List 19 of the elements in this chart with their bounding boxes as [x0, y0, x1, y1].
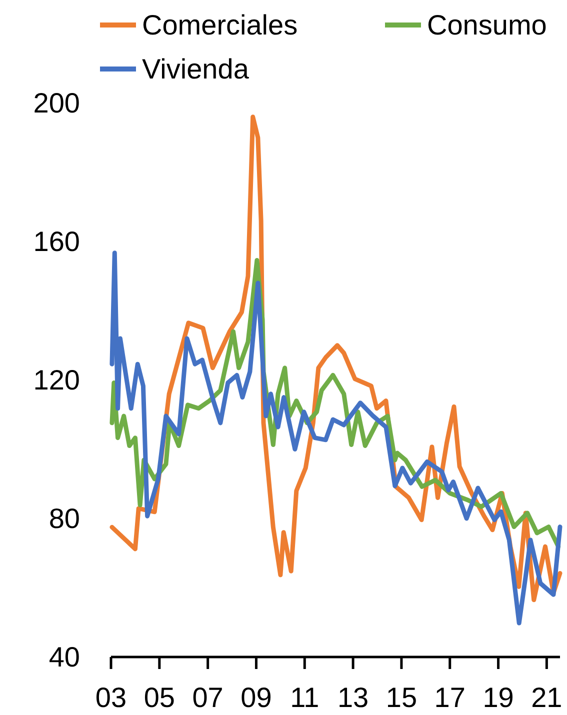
legend-label: Vivienda [142, 54, 250, 84]
line-series [110, 250, 562, 626]
x-tick-label: 11 [290, 682, 320, 713]
x-tick-label: 13 [337, 682, 369, 713]
y-tick-label: 160 [33, 226, 80, 257]
x-tick-label: 15 [386, 682, 418, 713]
x-tick-label: 19 [482, 682, 514, 713]
x-tick-label: 05 [144, 682, 175, 713]
y-tick-label: 80 [48, 503, 80, 534]
x-tick-label: 07 [192, 682, 224, 713]
x-tick-label: 21 [531, 682, 562, 713]
legend-label: Consumo [427, 10, 547, 40]
legend-label: Comerciales [142, 10, 298, 40]
x-tick-label: 17 [434, 682, 466, 713]
y-tick-label: 40 [48, 642, 80, 672]
y-tick-label: 120 [33, 364, 80, 396]
x-tick-label: 03 [95, 682, 127, 713]
y-tick-label: 200 [33, 88, 80, 118]
x-tick-label: 09 [240, 682, 272, 713]
